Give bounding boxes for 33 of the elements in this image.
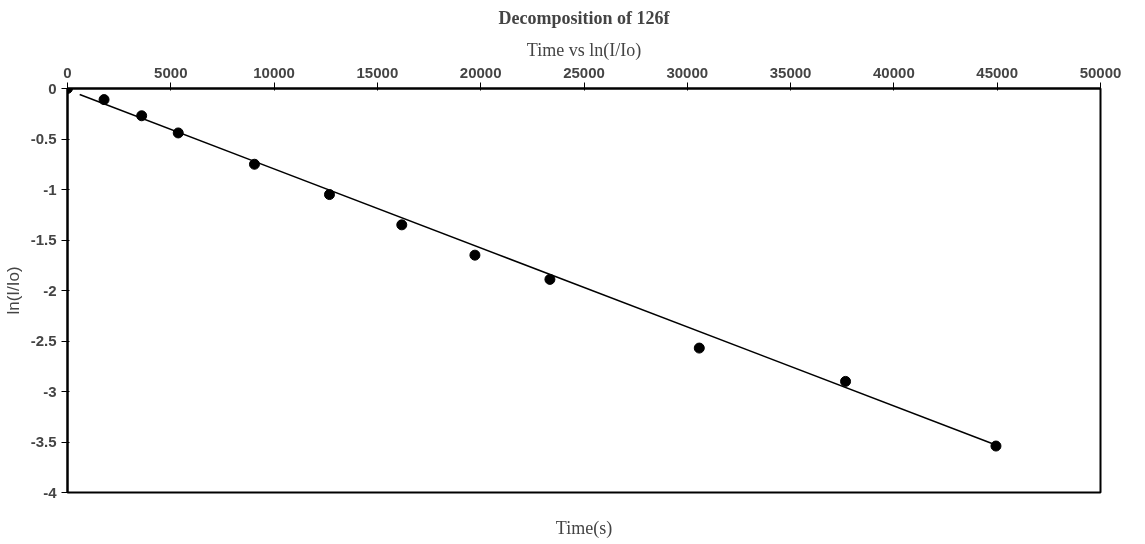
point xyxy=(840,375,852,387)
point xyxy=(693,342,705,354)
x-tick-label: 0 xyxy=(63,63,72,81)
y-tick-label: 0 xyxy=(48,79,57,97)
point xyxy=(990,440,1002,452)
y-tick-label: -2.5 xyxy=(30,332,57,349)
x-tick-label: 35000 xyxy=(769,63,812,81)
y-tick-label: -2 xyxy=(43,281,57,299)
y-tick-label: -0.5 xyxy=(30,130,57,147)
x-tick-label: 50000 xyxy=(1079,63,1122,81)
y-tick-label: -1.5 xyxy=(30,231,57,248)
y-tick-label: -3.5 xyxy=(30,433,57,450)
x-tick-label: 45000 xyxy=(976,63,1019,81)
x-axis-title: Time(s) xyxy=(555,517,613,539)
chart-subtitle: Time vs ln(I/Io) xyxy=(526,39,642,61)
x-tick-label: 25000 xyxy=(563,63,605,81)
y-axis-title: ln(I/Io) xyxy=(3,266,23,315)
y-tick-label: -3 xyxy=(43,382,57,400)
point xyxy=(98,94,110,106)
x-tick-label: 10000 xyxy=(253,63,295,81)
x-tick-label: 15000 xyxy=(356,63,399,81)
x-tick-label: 30000 xyxy=(666,63,709,81)
y-tick-label: -4 xyxy=(43,483,58,501)
point xyxy=(323,189,335,201)
point xyxy=(396,219,408,231)
point xyxy=(469,249,481,261)
x-tick-label: 40000 xyxy=(873,63,915,81)
point xyxy=(136,110,148,122)
point xyxy=(544,273,556,285)
y-tick-label: -1 xyxy=(43,180,57,198)
x-tick-label: 20000 xyxy=(459,63,502,81)
chart-title: Decomposition of 126f xyxy=(498,7,671,28)
x-tick-label: 5000 xyxy=(154,63,188,81)
